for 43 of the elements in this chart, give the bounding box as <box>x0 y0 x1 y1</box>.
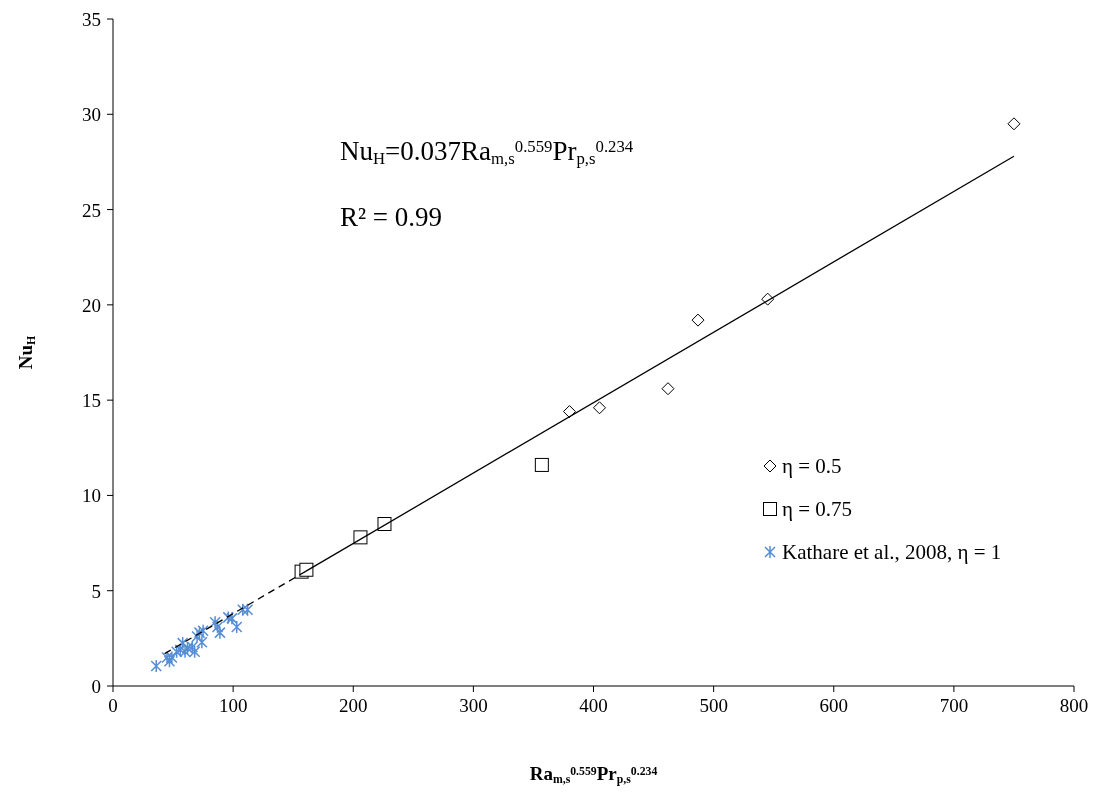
y-tick-label: 5 <box>91 580 101 602</box>
x-tick-label: 100 <box>218 695 248 716</box>
annotation: R² = 0.99 <box>340 202 443 232</box>
y-tick-label: 30 <box>82 104 101 126</box>
point <box>161 650 173 665</box>
point <box>1007 117 1021 131</box>
point <box>186 640 199 654</box>
legend-label: η = 0.75 <box>782 497 853 521</box>
y-tick-label: 0 <box>91 676 101 697</box>
point <box>661 382 675 396</box>
point <box>241 603 254 617</box>
point <box>211 620 224 634</box>
point <box>197 623 209 638</box>
point <box>534 457 549 472</box>
legend-label: Kathare et al., 2008, η = 1 <box>782 540 1002 564</box>
point <box>593 401 607 415</box>
point <box>191 629 203 644</box>
y-tick-label: 20 <box>82 294 101 316</box>
legend-label: η = 0.5 <box>782 454 842 478</box>
x-tick-label: 800 <box>1059 695 1089 716</box>
point <box>166 650 178 665</box>
point <box>176 636 189 650</box>
x-tick-label: 400 <box>579 695 608 716</box>
x-tick-label: 600 <box>819 695 848 716</box>
y-tick-label: 25 <box>82 199 101 221</box>
point <box>179 644 191 659</box>
y-tick-label: 15 <box>82 390 101 412</box>
x-tick-label: 500 <box>699 695 728 716</box>
y-tick-label: 10 <box>82 485 101 507</box>
point <box>181 641 194 655</box>
x-tick-label: 300 <box>459 695 488 716</box>
point <box>170 644 183 659</box>
y-tick-label: 35 <box>82 9 101 30</box>
point <box>691 313 705 327</box>
x-tick-label: 0 <box>108 695 118 716</box>
point <box>236 603 249 617</box>
x-tick-label: 700 <box>939 695 969 716</box>
point <box>150 659 162 673</box>
x-tick-label: 200 <box>339 695 368 716</box>
point <box>163 654 176 668</box>
point <box>174 643 187 657</box>
point <box>188 644 201 659</box>
point <box>562 405 576 419</box>
